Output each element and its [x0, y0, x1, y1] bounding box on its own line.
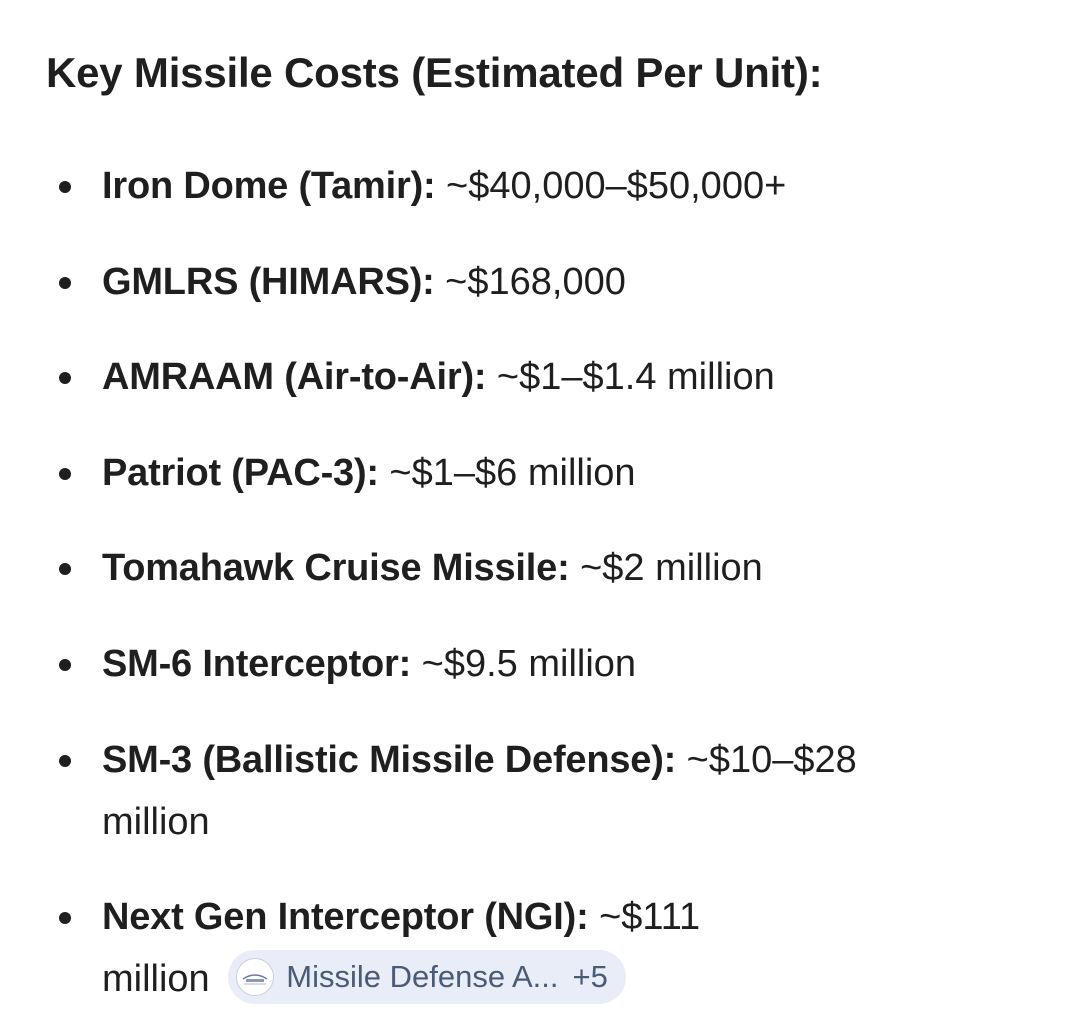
item-name: SM-6 Interceptor: — [102, 643, 412, 685]
item-value: ~$10–$28 million — [102, 739, 857, 843]
item-value: ~$1–$1.4 million — [486, 356, 775, 398]
list-item: SM-6 Interceptor: ~$9.5 million — [59, 633, 982, 695]
item-value: ~$168,000 — [434, 261, 626, 303]
bullet-icon — [59, 755, 71, 767]
list-item: Next Gen Interceptor (NGI): ~$111 millio… — [59, 886, 802, 1010]
source-chip[interactable]: Missile Defense A... +5 — [228, 949, 626, 1004]
source-chip-label: Missile Defense A... — [286, 958, 559, 994]
bullet-icon — [59, 563, 71, 575]
bullet-icon — [59, 468, 71, 480]
item-name: Tomahawk Cruise Missile: — [102, 547, 570, 589]
bullet-icon — [59, 912, 71, 924]
item-name: Iron Dome (Tamir): — [102, 165, 436, 207]
list-item: GMLRS (HIMARS): ~$168,000 — [59, 251, 982, 313]
item-value: ~$40,000–$50,000+ — [435, 165, 787, 207]
list-item: Patriot (PAC-3): ~$1–$6 million — [59, 442, 982, 504]
item-name: GMLRS (HIMARS): — [102, 261, 435, 303]
list-item: AMRAAM (Air-to-Air): ~$1–$1.4 million — [59, 346, 982, 408]
item-name: Next Gen Interceptor (NGI): — [102, 896, 589, 938]
bullet-icon — [59, 372, 71, 384]
list-item: Iron Dome (Tamir): ~$40,000–$50,000+ — [59, 155, 982, 217]
source-chip-more-count: +5 — [572, 958, 608, 994]
bullet-icon — [59, 181, 71, 193]
list-item: SM-3 (Ballistic Missile Defense): ~$10–$… — [59, 729, 962, 853]
item-value: ~$2 million — [569, 547, 763, 589]
item-value: ~$9.5 million — [411, 643, 637, 685]
item-value: ~$111 million — [102, 896, 701, 1000]
item-name: AMRAAM (Air-to-Air): — [102, 356, 487, 398]
item-value: ~$1–$6 million — [378, 452, 636, 494]
bullet-icon — [59, 277, 71, 289]
list-item: Tomahawk Cruise Missile: ~$2 million — [59, 537, 982, 599]
bullet-icon — [59, 659, 71, 671]
item-name: Patriot (PAC-3): — [102, 452, 379, 494]
item-name: SM-3 (Ballistic Missile Defense): — [102, 739, 677, 781]
mda-logo-icon — [236, 957, 275, 996]
section-heading: Key Missile Costs (Estimated Per Unit): — [46, 49, 823, 96]
